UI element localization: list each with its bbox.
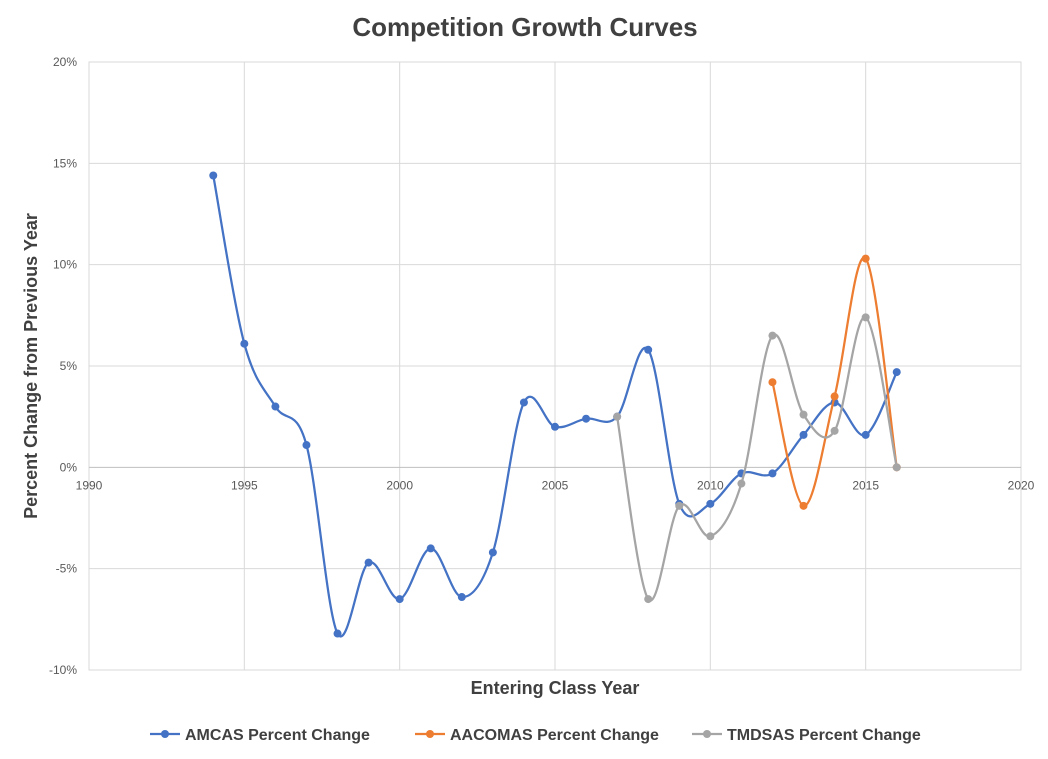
- gridlines: [88, 61, 1022, 671]
- series-2: [613, 313, 901, 604]
- x-tick-label: 2010: [697, 478, 724, 492]
- series-line: [616, 316, 898, 602]
- y-tick-label: -10%: [49, 663, 77, 677]
- series-1: [768, 254, 901, 510]
- data-point: [644, 595, 653, 604]
- x-tick-label: 2000: [386, 478, 413, 492]
- legend-swatch-marker: [703, 730, 711, 738]
- legend-item: AMCAS Percent Change: [150, 727, 370, 744]
- legend-label: TMDSAS Percent Change: [727, 727, 921, 744]
- data-point: [364, 558, 373, 567]
- data-point: [737, 479, 746, 488]
- series-line: [771, 256, 898, 507]
- data-point: [457, 593, 466, 602]
- data-point: [799, 430, 808, 439]
- y-tick-label: 10%: [53, 258, 77, 272]
- data-point: [271, 402, 280, 411]
- data-point: [861, 430, 870, 439]
- legend-label: AMCAS Percent Change: [185, 727, 370, 744]
- y-tick-label: -5%: [56, 562, 78, 576]
- y-tick-label: 0%: [60, 460, 78, 474]
- x-tick-label: 1995: [231, 478, 258, 492]
- chart-title: Competition Growth Curves: [352, 12, 697, 42]
- data-point: [799, 501, 808, 510]
- legend-swatch-marker: [161, 730, 169, 738]
- data-point: [209, 171, 218, 180]
- data-point: [519, 398, 528, 407]
- x-tick-label: 2020: [1008, 478, 1035, 492]
- data-point: [892, 463, 901, 472]
- legend: AMCAS Percent Change AACOMAS Percent Chan…: [150, 727, 921, 744]
- data-point: [426, 544, 435, 553]
- data-point: [582, 414, 591, 423]
- x-tick-label: 2005: [542, 478, 569, 492]
- data-point: [644, 345, 653, 354]
- data-point: [830, 426, 839, 435]
- data-point: [768, 469, 777, 478]
- x-axis-title: Entering Class Year: [471, 678, 640, 698]
- data-point: [706, 499, 715, 508]
- legend-item: TMDSAS Percent Change: [692, 727, 921, 744]
- x-tick-label: 1990: [76, 478, 103, 492]
- y-axis-title: Percent Change from Previous Year: [21, 213, 41, 519]
- data-point: [768, 331, 777, 340]
- series-layer: [209, 171, 901, 638]
- data-point: [240, 339, 249, 348]
- data-point: [799, 410, 808, 419]
- data-point: [302, 441, 311, 450]
- data-point: [861, 254, 870, 263]
- data-point: [892, 368, 901, 377]
- legend-swatch-marker: [426, 730, 434, 738]
- y-tick-label: 15%: [53, 156, 77, 170]
- series-0: [209, 171, 901, 638]
- legend-label: AACOMAS Percent Change: [450, 727, 659, 744]
- y-tick-label: 5%: [60, 359, 78, 373]
- data-point: [675, 501, 684, 510]
- axes: -10% -5% 0% 5% 10% 15% 20% 1990 1995 2000 2005 2010…: [49, 55, 1035, 677]
- data-point: [551, 422, 559, 431]
- data-point: [488, 548, 497, 557]
- data-point: [613, 412, 622, 421]
- data-point: [333, 629, 342, 638]
- data-point: [706, 532, 715, 541]
- data-point: [830, 392, 839, 401]
- x-tick-label: 2015: [852, 478, 879, 492]
- y-tick-label: 20%: [53, 55, 77, 69]
- legend-item: AACOMAS Percent Change: [415, 727, 659, 744]
- data-point: [395, 595, 404, 604]
- data-point: [768, 378, 777, 387]
- data-point: [861, 313, 870, 322]
